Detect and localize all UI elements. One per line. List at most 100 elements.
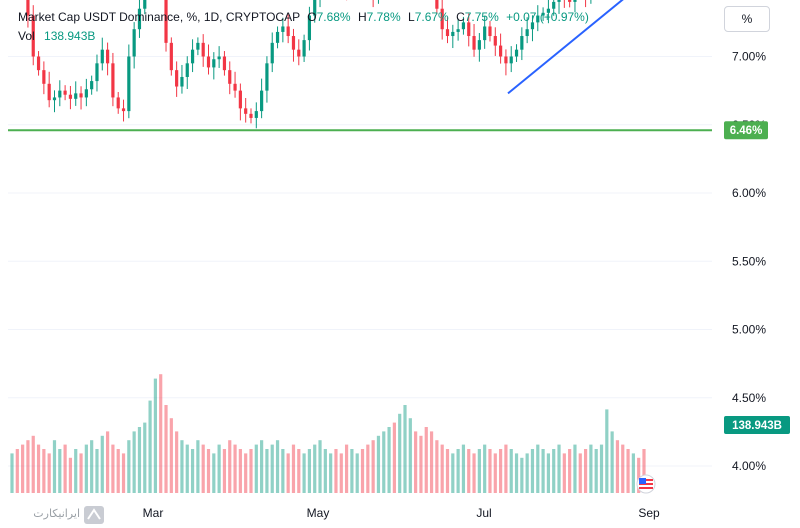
volume-bar bbox=[514, 453, 519, 493]
candle-body bbox=[233, 83, 237, 91]
volume-bar bbox=[286, 453, 290, 493]
candle-body bbox=[488, 26, 492, 37]
volume-bar bbox=[594, 449, 598, 493]
candle-body bbox=[249, 113, 253, 118]
volume-bar bbox=[111, 444, 115, 493]
candle-body bbox=[26, 0, 30, 16]
volume-bar bbox=[419, 435, 423, 493]
candle-body bbox=[74, 93, 78, 99]
y-tick-label: 5.50% bbox=[732, 254, 766, 268]
volume-bar bbox=[58, 449, 62, 493]
candle-body bbox=[477, 40, 481, 50]
volume-bar bbox=[159, 374, 163, 493]
volume-bar bbox=[456, 449, 460, 493]
candle-body bbox=[84, 89, 88, 98]
volume-bar bbox=[376, 435, 381, 493]
candle-body bbox=[530, 22, 535, 30]
candle-body bbox=[100, 49, 104, 64]
candle-body bbox=[127, 56, 131, 112]
x-tick-label: Mar bbox=[143, 506, 164, 520]
volume-bar bbox=[148, 400, 152, 493]
volume-bar bbox=[84, 444, 88, 493]
volume-bar bbox=[36, 444, 41, 493]
volume-bar bbox=[323, 449, 327, 493]
volume-bar bbox=[626, 449, 630, 493]
volume-bar bbox=[21, 444, 25, 493]
volume-bar bbox=[79, 453, 83, 493]
volume-bar bbox=[137, 427, 142, 493]
candle-body bbox=[493, 36, 497, 46]
volume-bar bbox=[26, 440, 30, 493]
volume-bar bbox=[175, 431, 179, 493]
volume-bar bbox=[90, 440, 94, 493]
candle-body bbox=[525, 29, 529, 37]
volume-bar bbox=[403, 405, 407, 493]
volume-bar bbox=[472, 453, 476, 493]
volume-bar bbox=[360, 449, 365, 493]
candle-body bbox=[68, 94, 73, 99]
x-tick-label: Jul bbox=[476, 506, 491, 520]
percent-scale-button[interactable]: % bbox=[724, 6, 770, 32]
candle-body bbox=[573, 0, 577, 2]
volume-bars bbox=[10, 374, 646, 493]
us-flag-icon bbox=[636, 474, 656, 494]
volume-bar bbox=[509, 449, 513, 493]
candle-body bbox=[265, 63, 269, 91]
open-label: O bbox=[307, 10, 317, 24]
candle-body bbox=[185, 63, 189, 77]
volume-bar bbox=[520, 457, 524, 493]
volume-bar bbox=[143, 422, 147, 493]
volume-bar bbox=[408, 418, 412, 493]
volume-bar bbox=[164, 405, 168, 493]
volume-bar bbox=[291, 444, 296, 493]
volume-bar bbox=[121, 453, 126, 493]
volume-bar bbox=[185, 444, 189, 493]
volume-bar bbox=[589, 444, 593, 493]
volume-bar bbox=[100, 435, 104, 493]
open-value: 7.68% bbox=[316, 10, 351, 24]
candle-body bbox=[79, 93, 83, 98]
candle-body bbox=[270, 42, 274, 64]
candles bbox=[26, 0, 592, 129]
volume-bar bbox=[63, 444, 67, 493]
close-value: 7.75% bbox=[464, 10, 499, 24]
volume-bar bbox=[281, 449, 285, 493]
volume-badge-label: 138.943B bbox=[732, 420, 782, 432]
volume-bar bbox=[31, 435, 35, 493]
volume-bar bbox=[610, 431, 614, 493]
change-value: +0.07 (+0.97%) bbox=[506, 10, 589, 24]
volume-badge bbox=[724, 416, 790, 434]
volume-bar bbox=[546, 453, 551, 493]
volume-bar bbox=[583, 449, 588, 493]
volume-bar bbox=[615, 440, 620, 493]
candle-body bbox=[557, 0, 561, 2]
volume-bar bbox=[387, 427, 391, 493]
volume-bar bbox=[206, 449, 211, 493]
volume-bar bbox=[10, 453, 14, 493]
volume-bar bbox=[47, 453, 51, 493]
candle-body bbox=[180, 76, 184, 87]
y-tick-label: 6.00% bbox=[732, 186, 766, 200]
low-value: 7.67% bbox=[414, 10, 449, 24]
volume-bar bbox=[228, 440, 232, 493]
candle-body bbox=[445, 29, 450, 37]
volume-bar bbox=[313, 444, 317, 493]
volume-bar bbox=[238, 449, 242, 493]
volume-bar bbox=[562, 453, 566, 493]
volume-bar bbox=[302, 453, 306, 493]
candle-body bbox=[568, 0, 572, 2]
volume-bar bbox=[222, 449, 227, 493]
candle-body bbox=[541, 12, 545, 16]
volume-bar bbox=[461, 444, 466, 493]
candle-body bbox=[435, 0, 439, 9]
candle-body bbox=[52, 97, 57, 101]
volume-bar bbox=[334, 449, 338, 493]
y-tick-label: 4.50% bbox=[732, 391, 766, 405]
volume-bar bbox=[371, 440, 375, 493]
volume-bar bbox=[467, 449, 471, 493]
candle-body bbox=[514, 49, 519, 57]
volume-bar bbox=[265, 449, 269, 493]
candle-body bbox=[244, 108, 248, 114]
volume-bar bbox=[105, 431, 110, 493]
